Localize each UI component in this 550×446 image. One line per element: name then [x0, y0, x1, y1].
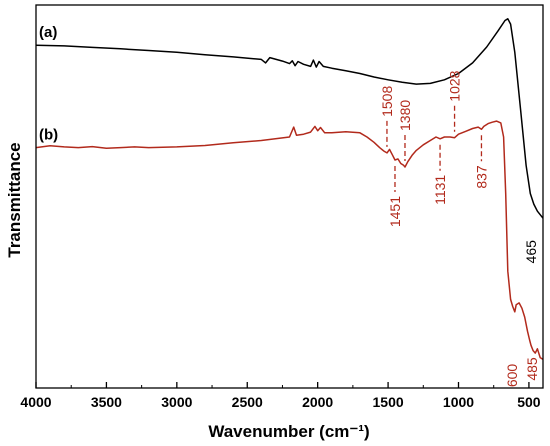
x-tick-4000: 4000 — [20, 382, 52, 410]
peak-label-1380: 1380 — [397, 100, 413, 162]
x-tick-500: 500 — [517, 382, 541, 410]
peak-text-1380: 1380 — [397, 100, 413, 131]
peak-text-1028: 1028 — [447, 70, 463, 101]
y-axis-label: Transmittance — [5, 142, 24, 257]
x-axis-ticks: 4000 3500 3000 2500 2000 1500 1000 500 — [20, 382, 541, 410]
x-tick-label: 1500 — [373, 394, 404, 410]
plot-frame — [35, 4, 544, 389]
peak-text-1451: 1451 — [387, 196, 403, 227]
x-tick-label: 2500 — [232, 394, 263, 410]
x-tick-label: 2000 — [302, 394, 333, 410]
peak-text-1508: 1508 — [379, 86, 395, 117]
x-tick-label: 500 — [517, 394, 541, 410]
peak-label-1028: 1028 — [447, 70, 463, 132]
curves-layer: (a) (b) — [35, 18, 544, 361]
x-tick-1500: 1500 — [373, 382, 404, 410]
x-tick-2000: 2000 — [302, 382, 333, 410]
peak-text-837: 837 — [474, 165, 490, 189]
peak-label-837: 837 — [474, 135, 490, 189]
peak-text-600: 600 — [504, 364, 520, 388]
peak-label-600: 600 — [504, 364, 520, 388]
series-line-b — [35, 120, 544, 361]
peak-label-485: 485 — [524, 357, 540, 381]
x-tick-1000: 1000 — [443, 382, 474, 410]
peak-label-1508: 1508 — [379, 86, 395, 147]
x-tick-2500: 2500 — [232, 382, 263, 410]
peak-label-1131: 1131 — [432, 144, 448, 205]
peak-label-1451: 1451 — [387, 165, 403, 227]
x-tick-label: 3000 — [161, 394, 192, 410]
x-tick-label: 4000 — [20, 394, 51, 410]
x-tick-label: 1000 — [443, 394, 474, 410]
peak-text-465: 465 — [523, 240, 539, 264]
x-tick-3500: 3500 — [91, 382, 122, 410]
x-tick-label: 3500 — [91, 394, 122, 410]
series-line-a — [35, 18, 544, 219]
series-label-b: (b) — [39, 127, 58, 144]
peak-label-465: 465 — [523, 240, 539, 264]
peak-text-485: 485 — [524, 357, 540, 381]
x-axis-label: Wavenumber (cm⁻¹) — [208, 422, 369, 441]
peak-text-1131: 1131 — [432, 175, 448, 205]
x-tick-3000: 3000 — [161, 382, 193, 410]
peak-marks-layer: 1508 1380 1028 1451 1131 837 600 485 465 — [379, 70, 540, 387]
series-label-a: (a) — [39, 24, 57, 41]
